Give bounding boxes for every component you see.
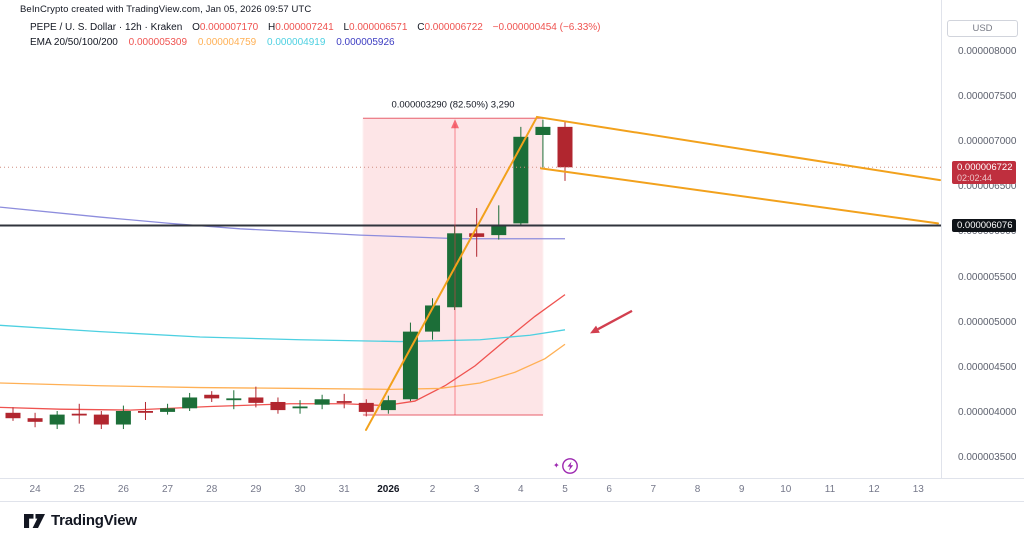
lightning-bolt-icon xyxy=(567,461,574,471)
time-tick-label: 9 xyxy=(738,484,745,495)
candle-body xyxy=(513,136,529,224)
trendline[interactable] xyxy=(540,167,939,225)
candle-body xyxy=(469,233,485,237)
time-tick-label: 28 xyxy=(206,484,218,495)
time-tick-label: 10 xyxy=(780,484,792,495)
candle-body xyxy=(5,412,21,419)
price-tick-label: 0.000004500 xyxy=(958,361,1017,373)
time-tick-label: 11 xyxy=(824,484,836,495)
candle-body xyxy=(204,394,220,399)
candle-body xyxy=(27,418,43,422)
candle-body xyxy=(402,331,418,400)
candle-body xyxy=(491,225,507,236)
candle-body xyxy=(160,408,176,412)
measure-label: 0.000003290 (82.50%) 3,290 xyxy=(391,99,514,110)
attribution-text: BeInCrypto created with TradingView.com,… xyxy=(20,4,312,15)
measure-arrow-head xyxy=(451,119,459,129)
price-tick-label: 0.000006000 xyxy=(958,226,1017,238)
price-tick-label: 0.000007500 xyxy=(958,91,1017,103)
candle-body xyxy=(535,126,551,135)
time-tick-label: 29 xyxy=(250,484,262,495)
time-tick-label: 25 xyxy=(73,484,85,495)
ohlc-low: L0.000006571 xyxy=(343,22,408,33)
tradingview-logo-icon xyxy=(24,513,45,528)
time-tick-label: 12 xyxy=(868,484,880,495)
candle-body xyxy=(336,401,352,403)
ema20-value: 0.000005309 xyxy=(128,37,188,48)
tradingview-logo[interactable]: TradingView xyxy=(24,512,137,529)
price-tick-label: 0.000003500 xyxy=(958,451,1017,463)
ema-legend-label[interactable]: EMA 20/50/100/200 xyxy=(30,37,118,48)
support-level-value: 0.000006076 xyxy=(957,219,1013,231)
last-price-tag: 0.000006722 02:02:44 xyxy=(952,161,1016,185)
brand-name: TradingView xyxy=(51,512,137,529)
ema-legend: EMA 20/50/100/200 0.000005309 0.00000475… xyxy=(30,37,395,48)
time-axis[interactable]: 24 25 26 27 28 29 30 31 2026 2 3 4 5 6 7 8 9 10 11 12 13 xyxy=(0,478,1024,502)
candle-body xyxy=(71,413,87,416)
candle-body xyxy=(226,398,242,401)
time-tick-label: 3 xyxy=(473,484,480,495)
trendline[interactable] xyxy=(365,115,538,431)
time-tick-label: 5 xyxy=(562,484,568,495)
replay-event-icon[interactable]: ✦ xyxy=(552,454,582,478)
footer-bar: TradingView xyxy=(0,503,1024,538)
candle-body xyxy=(137,410,153,413)
time-tick-label: 6 xyxy=(606,484,612,495)
annotation-arrow-line[interactable] xyxy=(597,309,633,331)
candle-body xyxy=(314,399,330,405)
price-tick-label: 0.000006500 xyxy=(958,181,1017,193)
candle-body xyxy=(292,406,308,409)
time-tick-label: 26 xyxy=(117,484,129,495)
time-tick-label: 2026 xyxy=(377,484,400,495)
price-tick-label: 0.000004000 xyxy=(958,406,1017,418)
candle-body xyxy=(380,400,396,411)
time-tick-label: 27 xyxy=(161,484,174,495)
time-tick-label: 24 xyxy=(29,484,41,495)
time-tick-label: 2 xyxy=(429,484,436,495)
support-level-tag: 0.000006076 xyxy=(952,218,1016,232)
candle-body xyxy=(248,397,264,403)
ohlc-close: C0.000006722 xyxy=(417,22,483,33)
candle-body xyxy=(425,305,441,332)
candle-body xyxy=(93,414,109,425)
time-tick-label: 4 xyxy=(518,484,524,495)
candle-body xyxy=(49,414,65,425)
price-tick-label: 0.000008000 xyxy=(958,46,1017,57)
svg-text:✦: ✦ xyxy=(553,461,560,470)
price-tick-label: 0.000007000 xyxy=(958,136,1017,148)
price-axis[interactable]: USD 0.000008000 0.000007500 0.000007000 0.0… xyxy=(941,0,1024,502)
ema100-value: 0.000004919 xyxy=(267,37,326,48)
time-tick-label: 7 xyxy=(650,484,657,495)
candle-body xyxy=(270,401,286,411)
ema50-value: 0.000004759 xyxy=(197,37,257,48)
ema-line-ema100 xyxy=(0,324,566,343)
trendline[interactable] xyxy=(536,115,941,182)
candle-body xyxy=(358,402,374,412)
symbol-legend: PEPE / U. S. Dollar · 12h · Kraken O0.00… xyxy=(30,22,601,33)
candle-body xyxy=(182,397,198,409)
ohlc-high: H0.000007241 xyxy=(268,22,334,33)
time-tick-label: 30 xyxy=(294,484,306,495)
time-tick-label: 31 xyxy=(338,484,350,495)
price-tick-label: 0.000005000 xyxy=(958,316,1017,328)
price-tick-label: 0.000005500 xyxy=(958,271,1017,283)
time-tick-label: 13 xyxy=(912,484,924,495)
symbol-title[interactable]: PEPE / U. S. Dollar · 12h · Kraken xyxy=(30,22,183,33)
bar-countdown: 02:02:44 xyxy=(957,173,993,184)
price-change: −0.000000454 (−6.33%) xyxy=(492,22,601,33)
currency-toggle-button[interactable]: USD xyxy=(947,20,1018,37)
last-price-value: 0.000006722 xyxy=(957,162,1013,174)
ohlc-open: O0.000007170 xyxy=(192,22,259,33)
candle-body xyxy=(557,126,573,168)
time-tick-label: 8 xyxy=(694,484,701,495)
ema200-value: 0.000005926 xyxy=(336,37,395,48)
candle-body xyxy=(115,410,131,425)
annotation-arrow-head xyxy=(590,325,600,334)
